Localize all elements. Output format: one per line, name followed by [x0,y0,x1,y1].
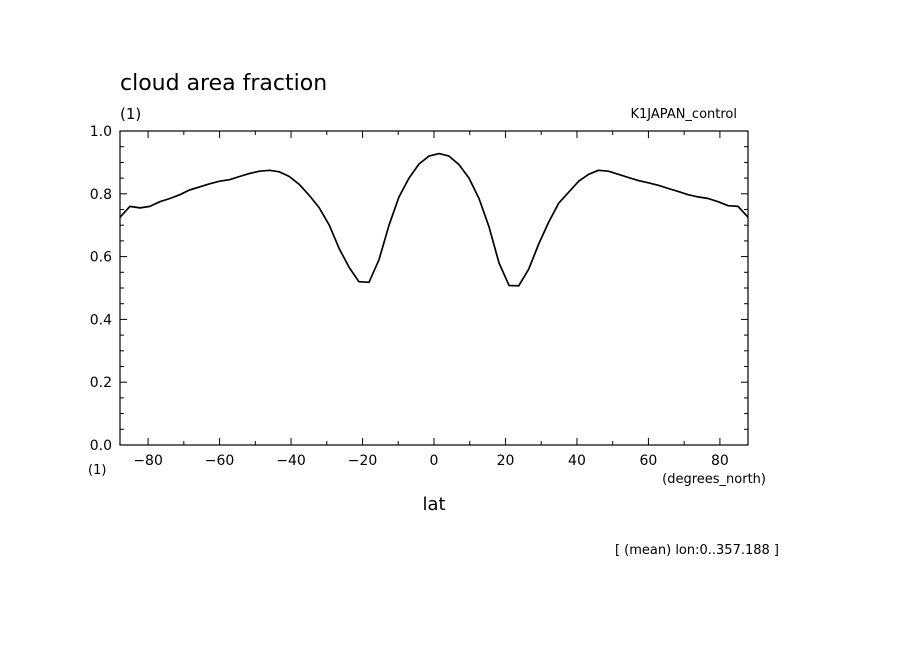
y-tick-label: 0.8 [90,187,112,203]
x-tick-label: 40 [568,453,586,469]
y-tick-labels: 0.0 0.2 0.4 0.6 0.8 1.0 [90,124,112,454]
y-axis-units: (1) [120,105,141,123]
series-line [119,152,749,287]
x-tick-label: 60 [640,453,658,469]
y-tick-label: 0.6 [90,250,112,266]
x-tick-label: −20 [348,453,378,469]
y-tick-label: 0.4 [90,312,112,328]
x-tick-label: −60 [205,453,235,469]
footnote: [ (mean) lon:0..357.188 ] [615,543,779,558]
y-tick-label: 1.0 [90,124,112,140]
x-axis-units: (degrees_north) [662,472,766,487]
y-tick-label: 0.2 [90,375,112,391]
plot-frame [119,130,749,446]
x-tick-label: 80 [711,453,729,469]
x-tick-labels: −80 −60 −40 −20 0 20 40 60 80 [133,453,729,469]
x-tick-label: −80 [133,453,163,469]
y-tick-label: 0.0 [90,438,112,454]
chart-title: cloud area fraction [120,71,327,96]
x-axis-label: lat [422,494,445,515]
x-axis-units-left: (1) [88,463,106,478]
x-tick-label: 0 [430,453,439,469]
x-tick-label: −40 [276,453,306,469]
dataset-label: K1JAPAN_control [631,107,737,122]
x-tick-label: 20 [497,453,515,469]
axis-ticks [120,130,748,446]
